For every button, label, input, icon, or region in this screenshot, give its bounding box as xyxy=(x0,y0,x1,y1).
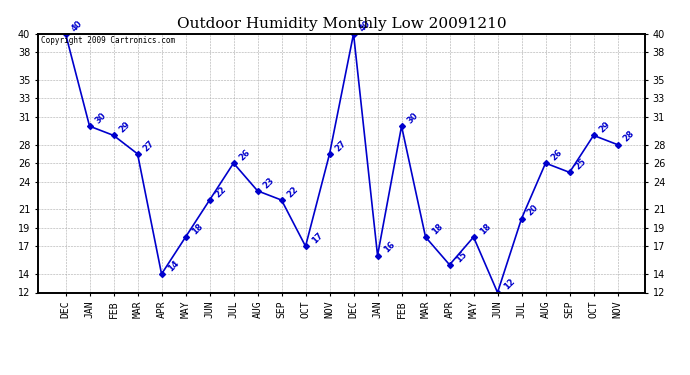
Text: 40: 40 xyxy=(357,18,373,33)
Text: 16: 16 xyxy=(382,240,396,255)
Text: 18: 18 xyxy=(477,222,492,236)
Text: 40: 40 xyxy=(70,18,84,33)
Text: 25: 25 xyxy=(573,157,589,172)
Text: 26: 26 xyxy=(238,148,253,162)
Text: 29: 29 xyxy=(598,120,612,135)
Title: Outdoor Humidity Monthly Low 20091210: Outdoor Humidity Monthly Low 20091210 xyxy=(177,17,506,31)
Text: 22: 22 xyxy=(286,184,300,199)
Text: 20: 20 xyxy=(526,203,540,218)
Text: Copyright 2009 Cartronics.com: Copyright 2009 Cartronics.com xyxy=(41,36,175,45)
Text: 17: 17 xyxy=(310,231,324,246)
Text: 27: 27 xyxy=(141,138,157,153)
Text: 18: 18 xyxy=(190,222,204,236)
Text: 26: 26 xyxy=(550,148,564,162)
Text: 18: 18 xyxy=(430,222,444,236)
Text: 28: 28 xyxy=(622,129,636,144)
Text: 15: 15 xyxy=(454,249,469,264)
Text: 12: 12 xyxy=(502,277,516,292)
Text: 30: 30 xyxy=(406,111,420,125)
Text: 22: 22 xyxy=(214,184,228,199)
Text: 14: 14 xyxy=(166,259,180,273)
Text: 30: 30 xyxy=(94,111,108,125)
Text: 27: 27 xyxy=(334,138,348,153)
Text: 29: 29 xyxy=(118,120,132,135)
Text: 23: 23 xyxy=(262,176,276,190)
